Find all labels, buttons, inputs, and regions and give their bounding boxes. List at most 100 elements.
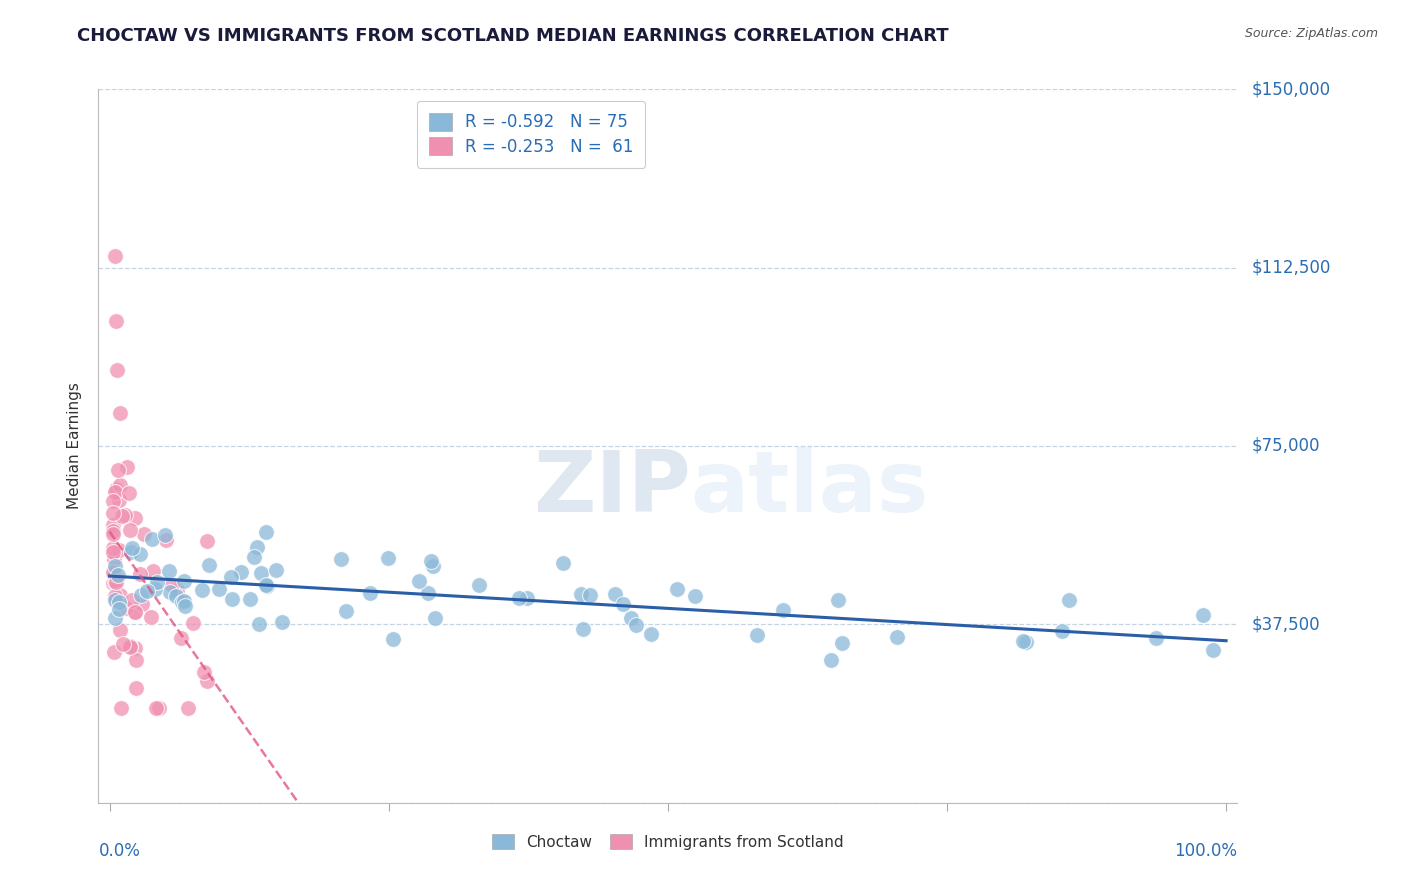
Point bbox=[104, 575, 127, 590]
Point bbox=[516, 591, 538, 605]
Point bbox=[1015, 634, 1038, 648]
Point bbox=[173, 594, 195, 608]
Point bbox=[104, 249, 127, 263]
Point bbox=[250, 566, 273, 581]
Point bbox=[612, 597, 634, 611]
Point bbox=[124, 641, 146, 656]
Point bbox=[162, 578, 184, 592]
Point bbox=[131, 597, 153, 611]
Point bbox=[115, 460, 138, 475]
Point bbox=[107, 602, 129, 616]
Point bbox=[112, 637, 135, 651]
Point bbox=[108, 406, 131, 420]
Point bbox=[155, 533, 177, 547]
Point bbox=[886, 631, 908, 645]
Point bbox=[683, 589, 706, 603]
Text: $150,000: $150,000 bbox=[1251, 80, 1330, 98]
Point bbox=[1191, 607, 1213, 622]
Point bbox=[157, 565, 180, 579]
Point bbox=[416, 586, 439, 600]
Point bbox=[141, 609, 163, 624]
Point bbox=[195, 674, 218, 689]
Point bbox=[1012, 633, 1035, 648]
Point bbox=[124, 606, 146, 620]
Point bbox=[114, 508, 136, 522]
Point bbox=[101, 544, 124, 558]
Point bbox=[181, 616, 204, 631]
Point bbox=[193, 665, 215, 680]
Point bbox=[624, 618, 647, 632]
Point bbox=[146, 575, 169, 590]
Point bbox=[827, 593, 849, 607]
Point bbox=[1057, 593, 1080, 607]
Point bbox=[108, 493, 131, 508]
Point bbox=[103, 551, 125, 566]
Point bbox=[103, 645, 125, 659]
Point bbox=[553, 556, 575, 570]
Point bbox=[264, 564, 287, 578]
Point bbox=[170, 595, 193, 609]
Point bbox=[124, 510, 146, 524]
Point bbox=[105, 482, 128, 496]
Point bbox=[177, 700, 200, 714]
Text: $75,000: $75,000 bbox=[1251, 437, 1320, 455]
Point bbox=[153, 528, 176, 542]
Point bbox=[1202, 643, 1225, 657]
Point bbox=[104, 558, 127, 573]
Point bbox=[107, 463, 129, 477]
Point bbox=[118, 486, 141, 500]
Point bbox=[104, 485, 127, 500]
Point bbox=[135, 583, 157, 598]
Point bbox=[107, 568, 129, 582]
Y-axis label: Median Earnings: Median Earnings bbox=[66, 383, 82, 509]
Point bbox=[118, 640, 141, 655]
Point bbox=[270, 615, 292, 630]
Point bbox=[120, 545, 142, 559]
Point bbox=[120, 639, 142, 653]
Point bbox=[141, 564, 163, 578]
Point bbox=[569, 587, 592, 601]
Point bbox=[221, 592, 243, 607]
Point bbox=[191, 583, 214, 598]
Point bbox=[129, 566, 152, 581]
Point bbox=[101, 506, 124, 520]
Point bbox=[141, 532, 163, 546]
Text: $37,500: $37,500 bbox=[1251, 615, 1320, 633]
Point bbox=[229, 565, 252, 579]
Text: atlas: atlas bbox=[690, 447, 929, 531]
Point bbox=[143, 582, 166, 597]
Point bbox=[145, 700, 167, 714]
Point bbox=[104, 593, 127, 607]
Point bbox=[104, 314, 127, 328]
Point bbox=[108, 588, 131, 602]
Point bbox=[108, 543, 131, 558]
Point bbox=[173, 574, 195, 589]
Text: 100.0%: 100.0% bbox=[1174, 842, 1237, 860]
Point bbox=[125, 681, 148, 696]
Point bbox=[166, 583, 188, 598]
Point bbox=[101, 541, 124, 556]
Point bbox=[101, 575, 124, 590]
Point bbox=[579, 588, 602, 602]
Point bbox=[125, 653, 148, 667]
Point bbox=[1144, 632, 1167, 646]
Point bbox=[249, 617, 271, 632]
Point bbox=[148, 700, 170, 714]
Point bbox=[219, 570, 242, 584]
Point bbox=[335, 604, 357, 618]
Point bbox=[107, 595, 129, 609]
Point bbox=[420, 554, 443, 568]
Text: CHOCTAW VS IMMIGRANTS FROM SCOTLAND MEDIAN EARNINGS CORRELATION CHART: CHOCTAW VS IMMIGRANTS FROM SCOTLAND MEDI… bbox=[77, 27, 949, 45]
Text: $112,500: $112,500 bbox=[1251, 259, 1330, 277]
Point bbox=[170, 631, 193, 645]
Point bbox=[747, 628, 769, 642]
Point bbox=[254, 524, 277, 539]
Point bbox=[104, 611, 127, 625]
Point bbox=[103, 524, 125, 538]
Point bbox=[159, 584, 181, 599]
Point bbox=[124, 606, 146, 620]
Point bbox=[820, 653, 842, 667]
Point bbox=[101, 517, 124, 532]
Point bbox=[114, 601, 136, 615]
Point bbox=[256, 579, 278, 593]
